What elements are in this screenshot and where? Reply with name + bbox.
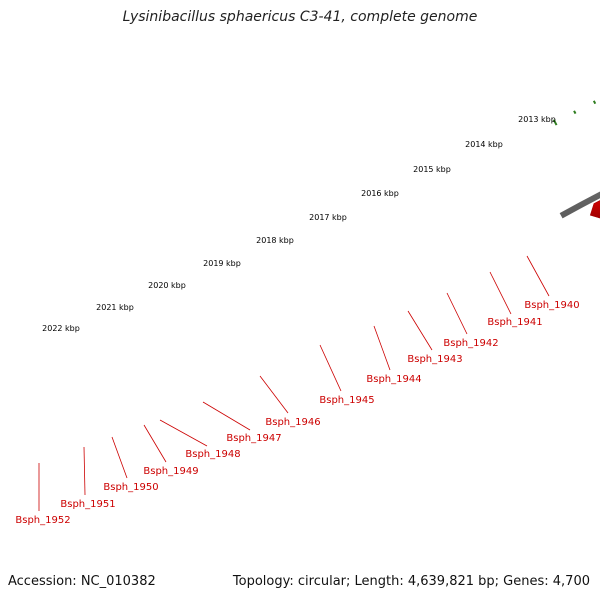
ruler-label: 2017 kbp <box>309 213 347 222</box>
gene-label: Bsph_1947 <box>226 433 281 444</box>
gene-label: Bsph_1942 <box>443 338 498 349</box>
gene-label: Bsph_1950 <box>103 482 158 493</box>
ruler-label: 2016 kbp <box>361 189 399 198</box>
ruler-minor-tick <box>592 100 597 105</box>
leader-line <box>111 436 128 479</box>
ruler-major-tick <box>552 119 558 126</box>
leader-line <box>446 292 468 335</box>
leader-line <box>526 255 550 297</box>
leader-line <box>319 344 342 392</box>
ruler-label: 2014 kbp <box>465 140 503 149</box>
ruler-label: 2018 kbp <box>256 236 294 245</box>
gene-label: Bsph_1940 <box>524 300 579 311</box>
gene-labels: Bsph_1940 Bsph_1941 Bsph_1942 Bsph_1943 Bsph… <box>15 300 579 526</box>
ruler-minor-tick <box>573 110 577 115</box>
leader-line <box>143 424 167 463</box>
outer-ruler <box>552 100 597 126</box>
gene-label: Bsph_1941 <box>487 317 542 328</box>
ruler-label: 2013 kbp <box>518 115 556 124</box>
leader-line <box>489 271 512 315</box>
gene-label: Bsph_1952 <box>15 515 70 526</box>
ruler-label: 2020 kbp <box>148 281 186 290</box>
leader-line <box>407 310 433 351</box>
ruler-label: 2022 kbp <box>42 324 80 333</box>
gene-label: Bsph_1951 <box>60 499 115 510</box>
leader-line <box>202 401 251 431</box>
topology-text: Topology: circular; Length: 4,639,821 bp… <box>232 574 590 589</box>
gene-label: Bsph_1945 <box>319 395 374 406</box>
leader-line <box>373 325 391 371</box>
gene-track <box>589 200 600 219</box>
gene-label: Bsph_1944 <box>366 374 421 385</box>
ruler-label: 2019 kbp <box>203 259 241 268</box>
leader-line <box>83 446 86 496</box>
ruler-label: 2015 kbp <box>413 165 451 174</box>
map-title: Lysinibacillus sphaericus C3-41, complet… <box>122 9 478 25</box>
genome-backbone <box>559 191 600 219</box>
leader-line <box>259 375 289 414</box>
gene-label: Bsph_1946 <box>265 417 320 428</box>
gene-label: Bsph_1948 <box>185 449 240 460</box>
gene-label: Bsph_1943 <box>407 354 462 365</box>
backbone-arc <box>559 191 600 219</box>
accession-text: Accession: NC_010382 <box>8 574 156 589</box>
ruler-labels: 2013 kbp 2014 kbp 2015 kbp 2016 kbp 2017 kbp… <box>42 115 556 333</box>
gene-label: Bsph_1949 <box>143 466 198 477</box>
leader-line <box>159 419 208 447</box>
ruler-label: 2021 kbp <box>96 303 134 312</box>
gene-arrow <box>589 200 600 219</box>
label-leaders <box>38 255 550 511</box>
